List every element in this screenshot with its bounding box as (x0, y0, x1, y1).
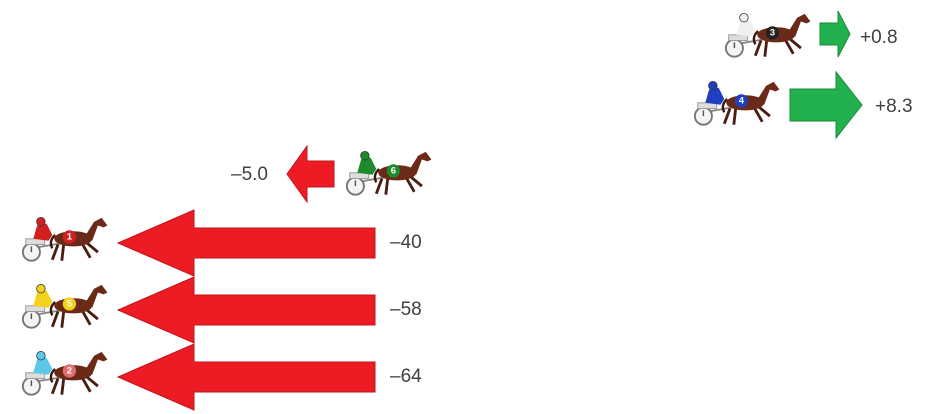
horse-icon: 3 (726, 13, 811, 56)
driver (33, 291, 52, 308)
driver (33, 358, 52, 375)
driver (357, 158, 376, 175)
change-label: –5.0 (231, 164, 268, 185)
loss-arrow (118, 277, 375, 343)
gain-arrow (790, 72, 862, 138)
change-label: –64 (390, 366, 422, 387)
driver (705, 88, 724, 105)
horse-tail (723, 99, 727, 112)
driver (33, 224, 52, 241)
sulky-wheel (347, 178, 364, 195)
horse-tail (754, 31, 758, 44)
horse-icon: 2 (23, 351, 108, 394)
horse-icon: 1 (23, 217, 108, 260)
horse-tail (51, 302, 55, 315)
horse-neck (85, 218, 108, 241)
horse-number: 6 (391, 165, 396, 176)
change-label: +0.8 (860, 27, 898, 48)
horse-icon: 4 (695, 81, 780, 124)
horse-number: 5 (67, 298, 73, 309)
page: 3+0.84+8.36–5.01–405–582–64 (() => { con… (0, 0, 941, 414)
change-label: –58 (390, 299, 422, 320)
horse-neck (757, 82, 780, 105)
horse-neck (788, 14, 811, 37)
driver (736, 20, 755, 37)
horse-icon: 6 (347, 151, 432, 194)
driver-helmet (361, 151, 370, 160)
gain-arrow (820, 11, 850, 57)
horse-tail (375, 169, 379, 182)
loss-arrow (118, 210, 375, 276)
horse-neck (85, 352, 108, 375)
sulky-wheel (695, 108, 712, 125)
driver-helmet (709, 81, 718, 90)
driver-helmet (37, 351, 46, 360)
horse-icon: 5 (23, 284, 108, 327)
change-label: +8.3 (875, 96, 913, 117)
driver-helmet (740, 13, 749, 22)
horse-number: 1 (67, 231, 73, 242)
change-label: –40 (390, 232, 422, 253)
horse-neck (85, 285, 108, 308)
scene: 3 +0.8 4 +8.3 6 –5.0 1 –40 5 –58 2 –64 (0, 0, 941, 414)
horse-tail (51, 235, 55, 248)
horse-number: 4 (739, 95, 745, 106)
loss-arrow (118, 344, 375, 410)
horse-neck (409, 152, 432, 175)
horse-number: 2 (67, 365, 72, 376)
driver-helmet (37, 284, 46, 293)
horse-tail (51, 369, 55, 382)
horse-number: 3 (770, 27, 775, 38)
driver-helmet (37, 217, 46, 226)
sulky-wheel (23, 244, 40, 261)
loss-arrow (287, 146, 334, 202)
